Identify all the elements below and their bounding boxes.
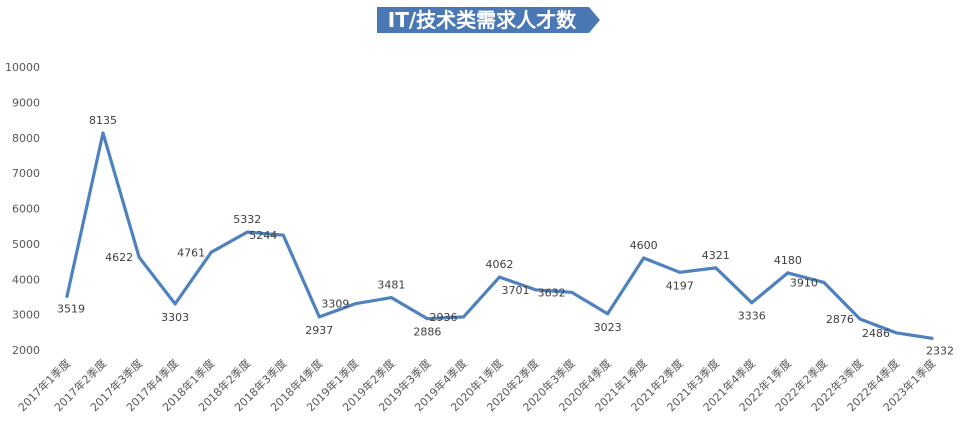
data-label: 4600 [630,239,658,252]
data-point [101,131,105,135]
y-tick-label: 3000 [12,309,40,322]
data-point [858,317,862,321]
data-point [714,266,718,270]
data-label: 2486 [862,327,890,340]
data-point [65,294,69,298]
y-tick-label: 2000 [12,344,40,357]
data-point [317,315,321,319]
data-point [930,336,934,340]
data-label: 4622 [105,251,133,264]
data-point [678,270,682,274]
data-label: 2876 [826,313,854,326]
data-point [281,233,285,237]
data-labels: 3519 8135 4622 3303 4761 5332 5244 2937 3309 3481… [57,114,954,357]
y-tick-label: 7000 [12,167,40,180]
data-label: 3303 [161,311,189,324]
data-label: 3632 [538,286,566,299]
series-line [65,131,934,340]
data-label: 4180 [774,254,802,267]
data-point [173,302,177,306]
data-label: 2332 [926,344,954,357]
data-point [822,280,826,284]
data-label: 3336 [738,310,766,323]
data-label: 3910 [790,276,818,289]
data-label: 3481 [377,279,405,292]
data-point [570,290,574,294]
data-label: 4321 [702,249,730,262]
data-point [353,302,357,306]
data-label: 3519 [57,302,85,315]
data-point [750,301,754,305]
data-point [425,317,429,321]
data-label: 5332 [233,213,261,226]
data-point [498,275,501,279]
data-label: 8135 [89,114,117,127]
data-point [606,312,610,316]
series-line-group [65,131,934,340]
y-tick-label: 6000 [12,203,40,216]
data-point [461,315,465,319]
data-point [389,296,393,300]
data-label: 4761 [177,246,205,259]
data-label: 4197 [666,279,694,292]
y-tick-label: 5000 [12,238,40,251]
chart-title: IT/技术类需求人才数 [388,8,577,32]
data-label: 3309 [321,298,349,311]
data-point [534,288,538,292]
data-label: 5244 [249,229,277,242]
data-label: 3023 [594,321,622,334]
data-label: 4062 [486,258,514,271]
y-tick-label: 8000 [12,132,40,145]
data-label: 3701 [502,284,530,297]
title-banner-shape [377,7,600,33]
data-label: 2936 [429,311,457,324]
data-label: 2937 [305,324,333,337]
y-axis: 2000 3000 4000 5000 6000 7000 8000 9000 10000 [5,61,40,357]
chart-title-banner: IT/技术类需求人才数 [377,7,600,33]
data-label: 2886 [413,326,441,339]
data-point [245,230,249,234]
y-tick-label: 9000 [12,96,40,109]
data-point [137,255,141,259]
data-point [642,256,646,260]
data-point [209,250,213,254]
y-tick-label: 10000 [5,61,40,74]
data-point [894,331,898,335]
data-point [786,271,790,275]
x-axis: 2017年1季度2017年2季度2017年3季度2017年4季度2018年1季度… [15,356,938,414]
y-tick-label: 4000 [12,273,40,286]
